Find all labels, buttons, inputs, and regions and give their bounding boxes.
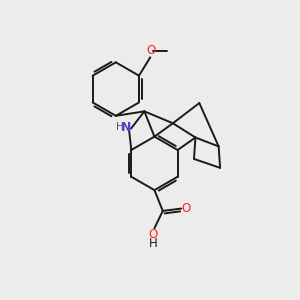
Text: H: H xyxy=(148,236,157,250)
Text: O: O xyxy=(147,44,156,57)
Text: O: O xyxy=(181,202,190,215)
Text: O: O xyxy=(148,228,158,241)
Text: N: N xyxy=(121,121,132,134)
Text: H: H xyxy=(116,122,123,132)
